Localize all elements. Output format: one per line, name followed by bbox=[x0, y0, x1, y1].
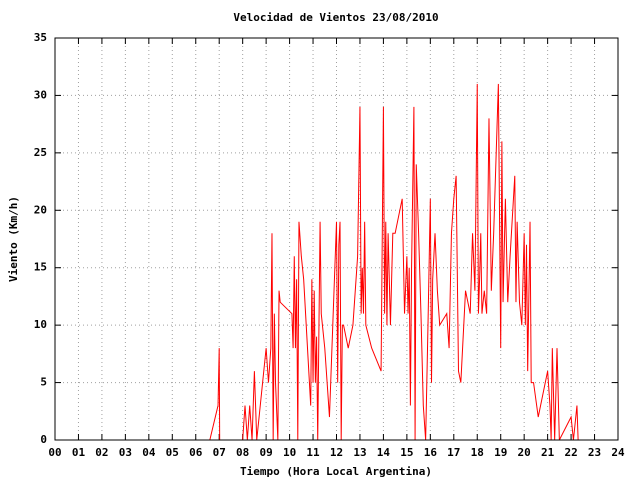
x-tick-label: 09 bbox=[260, 446, 273, 459]
x-tick-label: 13 bbox=[353, 446, 366, 459]
x-tick-label: 00 bbox=[48, 446, 61, 459]
plot-frame bbox=[54, 37, 619, 441]
x-tick-label: 17 bbox=[447, 446, 460, 459]
y-tick-label: 15 bbox=[34, 261, 47, 274]
x-tick-label: 20 bbox=[518, 446, 531, 459]
x-tick-label: 22 bbox=[564, 446, 577, 459]
y-tick-label: 20 bbox=[34, 203, 47, 216]
y-axis-label: Viento (Km/h) bbox=[7, 196, 20, 282]
y-tick-label: 10 bbox=[34, 318, 47, 331]
x-tick-label: 10 bbox=[283, 446, 296, 459]
x-tick-label: 12 bbox=[330, 446, 343, 459]
x-tick-label: 07 bbox=[213, 446, 226, 459]
x-tick-label: 21 bbox=[541, 446, 555, 459]
x-tick-label: 11 bbox=[306, 446, 320, 459]
x-tick-label: 01 bbox=[72, 446, 86, 459]
x-tick-label: 15 bbox=[400, 446, 413, 459]
x-tick-label: 05 bbox=[166, 446, 179, 459]
x-tick-label: 04 bbox=[142, 446, 156, 459]
y-tick-label: 25 bbox=[34, 146, 47, 159]
x-axis-label: Tiempo (Hora Local Argentina) bbox=[240, 465, 432, 478]
x-tick-label: 16 bbox=[424, 446, 438, 459]
y-tick-label: 0 bbox=[40, 433, 47, 446]
x-tick-label: 02 bbox=[95, 446, 108, 459]
x-tick-label: 14 bbox=[377, 446, 391, 459]
data-line bbox=[55, 83, 579, 441]
x-tick-label: 03 bbox=[119, 446, 132, 459]
x-tick-label: 19 bbox=[494, 446, 507, 459]
y-tick-label: 30 bbox=[34, 88, 47, 101]
x-tick-label: 18 bbox=[471, 446, 484, 459]
x-tick-label: 06 bbox=[189, 446, 203, 459]
y-tick-label: 5 bbox=[40, 376, 47, 389]
x-tick-label: 23 bbox=[588, 446, 601, 459]
y-tick-label: 35 bbox=[34, 31, 47, 44]
x-tick-label: 24 bbox=[611, 446, 625, 459]
x-tick-label: 08 bbox=[236, 446, 249, 459]
chart-title: Velocidad de Vientos 23/08/2010 bbox=[233, 11, 438, 24]
